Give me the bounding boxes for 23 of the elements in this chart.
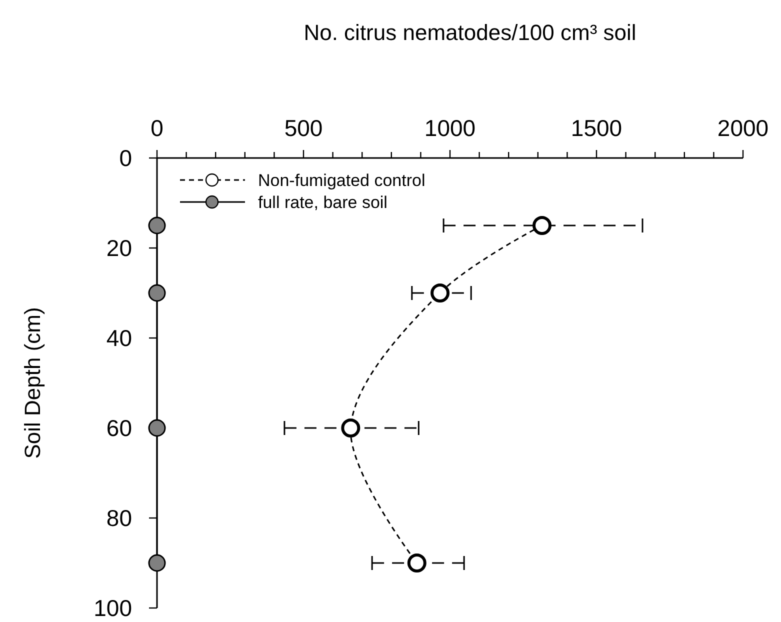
point <box>148 284 166 302</box>
x-tick-label: 2000 <box>717 115 769 141</box>
point <box>148 419 166 437</box>
x-axis-title: No. citrus nematodes/100 cm³ soil <box>304 20 636 45</box>
legend-label: Non-fumigated control <box>258 171 426 190</box>
x-tick-label: 500 <box>284 115 323 141</box>
y-tick-label: 20 <box>106 235 132 261</box>
legend-label: full rate, bare soil <box>258 193 388 212</box>
point <box>148 554 166 572</box>
point <box>532 216 552 235</box>
x-tick-label: 0 <box>150 115 164 141</box>
y-tick-label: 0 <box>119 145 132 171</box>
y-tick-label: 80 <box>106 505 132 531</box>
x-tick-label: 1500 <box>570 115 622 141</box>
x-tick-label: 1000 <box>424 115 476 141</box>
y-tick-label: 40 <box>106 325 132 351</box>
y-axis-title: Soil Depth (cm) <box>20 307 45 459</box>
point <box>407 554 426 572</box>
point <box>148 216 166 234</box>
point <box>430 284 450 302</box>
y-tick-label: 100 <box>94 595 132 621</box>
point <box>341 418 360 438</box>
y-tick-label: 60 <box>106 415 132 441</box>
